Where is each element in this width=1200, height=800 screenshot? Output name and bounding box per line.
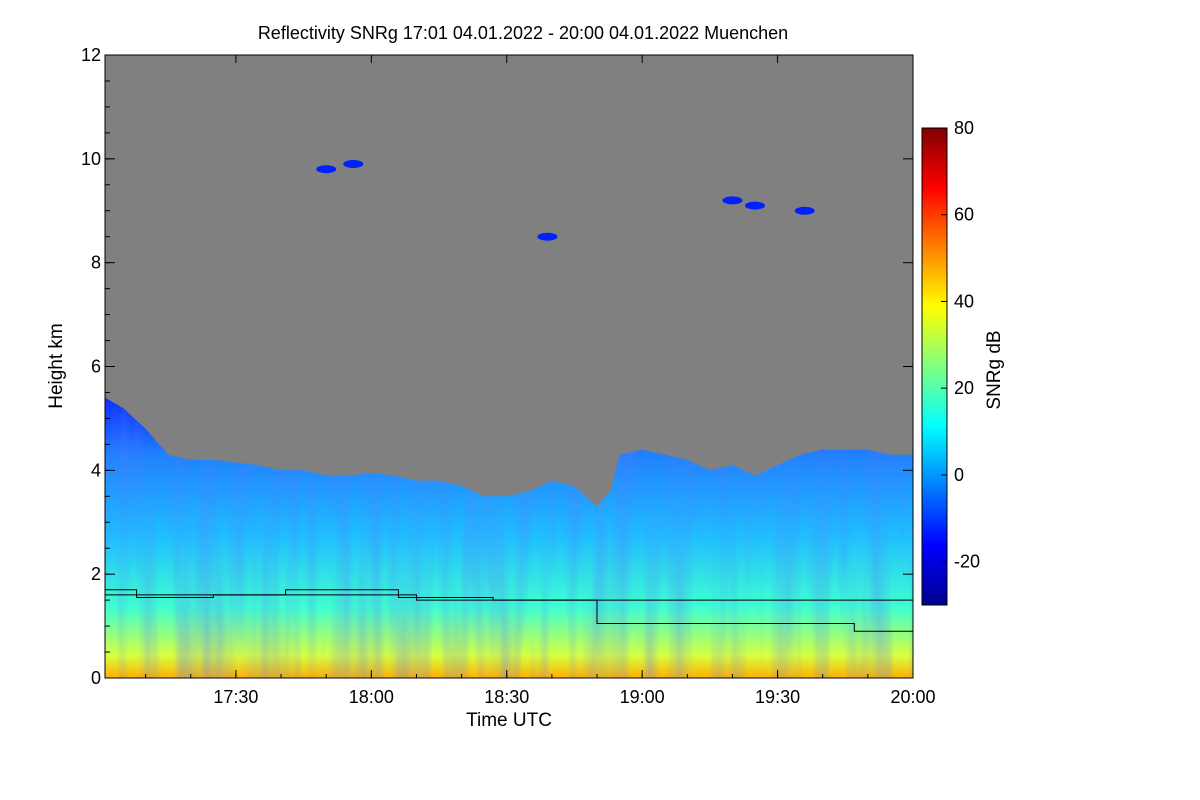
- x-tick-label: 18:30: [484, 687, 529, 707]
- y-tick-label: 12: [81, 45, 101, 65]
- overlay-line-1: [105, 589, 913, 601]
- colorbar-tick-label: 0: [954, 465, 964, 485]
- colorbar-tick-label: 80: [954, 118, 974, 138]
- x-tick-label: 20:00: [890, 687, 935, 707]
- echo-region-texture: [105, 397, 913, 678]
- x-tick-label: 19:00: [620, 687, 665, 707]
- y-axis: 0 2 4 6 8 10 12: [81, 45, 913, 688]
- colorbar-scale: [921, 127, 948, 606]
- y-tick-label: 0: [91, 668, 101, 688]
- y-tick-label: 6: [91, 357, 101, 377]
- x-tick-label: 19:30: [755, 687, 800, 707]
- y-tick-label: 8: [91, 253, 101, 273]
- x-tick-label: 17:30: [213, 687, 258, 707]
- colorbar-tick-label: 40: [954, 291, 974, 311]
- colorbar-tick-label: -20: [954, 552, 980, 572]
- colorbar-label: SNRg dB: [984, 330, 1005, 409]
- cloud-patch: [343, 160, 364, 168]
- cloud-patch: [722, 196, 743, 205]
- plot-area: [105, 55, 913, 678]
- cloud-patch: [537, 232, 558, 241]
- y-tick-label: 2: [91, 564, 101, 584]
- cloud-patch: [794, 206, 815, 215]
- colorbar: -20 0 20 40 60 80 SNRg dB: [921, 118, 1005, 606]
- cloud-patch: [745, 201, 765, 210]
- chart-title: Reflectivity SNRg 17:01 04.01.2022 - 20:…: [258, 23, 788, 43]
- overlay-line-2: [105, 594, 913, 632]
- x-axis-label: Time UTC: [466, 710, 552, 731]
- cloud-patch: [316, 165, 337, 174]
- y-axis-label: Height km: [46, 323, 67, 409]
- x-axis: 17:30 18:00 18:30 19:00 19:30 20:00: [145, 55, 936, 707]
- x-tick-label: 18:00: [349, 687, 394, 707]
- y-tick-label: 4: [91, 460, 101, 480]
- colorbar-tick-label: 20: [954, 378, 974, 398]
- colorbar-tick-label: 60: [954, 205, 974, 225]
- y-tick-label: 10: [81, 149, 101, 169]
